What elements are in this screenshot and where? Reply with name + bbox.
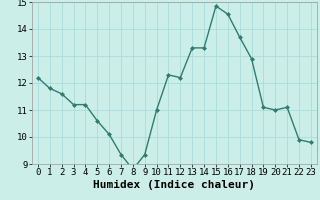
X-axis label: Humidex (Indice chaleur): Humidex (Indice chaleur) <box>93 180 255 190</box>
